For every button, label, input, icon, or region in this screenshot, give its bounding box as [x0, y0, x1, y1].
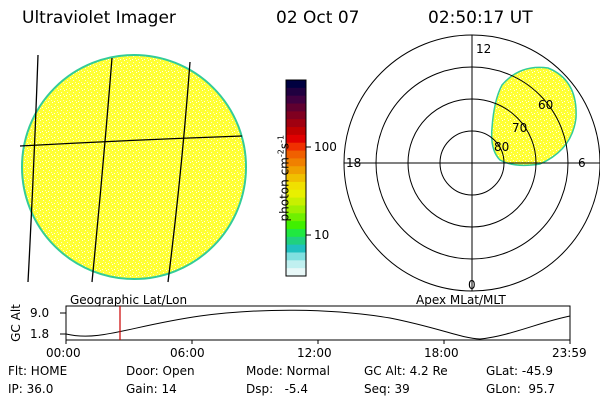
altitude-ylabel: GC Alt: [9, 304, 23, 342]
colorbar-band: [286, 244, 306, 253]
time-label: 02:50:17 UT: [428, 8, 533, 28]
colorbar-band: [286, 252, 306, 261]
geographic-image: [19, 54, 247, 283]
info-gain: Gain: 14: [126, 382, 177, 396]
colorbar-band: [286, 228, 306, 238]
date-label: 02 Oct 07: [276, 8, 360, 28]
mlt-label-0: 0: [468, 278, 476, 292]
info-dsp: Dsp: -5.4: [246, 382, 309, 396]
meridian-line: [27, 54, 39, 283]
info-ip: IP: 36.0: [8, 382, 54, 396]
xtick-label-1200: 12:00: [297, 346, 332, 360]
colorbar-band: [286, 127, 306, 136]
colorbar-band: [286, 189, 306, 199]
auroral-oval: [490, 66, 577, 167]
colorbar-band: [286, 142, 306, 152]
colorbar-band: [286, 119, 306, 128]
info-seq: Seq: 39: [364, 382, 410, 396]
colorbar-band: [286, 174, 306, 183]
altitude-curve: [65, 309, 571, 340]
colorbar-band: [286, 268, 306, 277]
colorbar-tick-label-10: 10: [314, 228, 330, 242]
geographic-label: Geographic Lat/Lon: [70, 293, 188, 307]
colorbar-band: [286, 181, 306, 191]
info-gc-alt: GC Alt: 4.2 Re: [364, 364, 448, 378]
uv-disk: [21, 54, 247, 280]
ytick-label-1.8: 1.8: [30, 327, 50, 341]
parallel-line: [19, 135, 243, 147]
colorbar-band: [286, 95, 306, 105]
colorbar-band: [286, 260, 306, 269]
geographic-grid-lines: [19, 54, 243, 283]
colorbar-band: [286, 87, 306, 97]
colorbar-band: [286, 166, 306, 175]
mlt-label-12: 12: [476, 42, 492, 56]
mlt-label-6: 6: [578, 156, 586, 170]
unit-sup: -2: [276, 149, 286, 158]
unit-text: photon cm: [277, 157, 292, 222]
info-door: Door: Open: [126, 364, 195, 378]
colorbar-band: [286, 150, 306, 159]
ytick-label-9: 9.0: [30, 306, 50, 320]
xtick-label-1800: 18:00: [424, 346, 459, 360]
colorbar-frame: [285, 79, 307, 277]
colorbar-unit-label: photon cm-2s-1: [263, 135, 292, 229]
colorbar-band: [286, 80, 306, 89]
xtick-label-0600: 06:00: [170, 346, 205, 360]
info-glat: GLat: -45.9: [486, 364, 553, 378]
colorbar-band: [286, 221, 306, 230]
colorbar-band: [286, 236, 306, 246]
info-glon: GLon: 95.7: [486, 382, 556, 396]
unit-text-s: s: [277, 142, 292, 150]
info-flt: Flt: HOME: [8, 364, 68, 378]
mlat-label-80: 80: [494, 140, 510, 154]
meridian-line: [167, 61, 191, 283]
colorbar-band: [286, 205, 306, 214]
colorbar: [286, 80, 306, 277]
colorbar-band: [286, 197, 306, 206]
unit-sup2: -1: [276, 134, 286, 143]
colorbar-band: [286, 158, 306, 167]
colorbar-tick-label-100: 100: [314, 140, 337, 154]
altitude-plot: [60, 305, 571, 344]
polar-plot: [343, 34, 600, 292]
info-mode: Mode: Normal: [246, 364, 330, 378]
colorbar-band: [286, 213, 306, 222]
instrument-title: Ultraviolet Imager: [22, 8, 176, 28]
mlt-label-18: 18: [346, 156, 362, 170]
meridian-line: [91, 57, 113, 283]
colorbar-band: [286, 103, 306, 112]
apex-label: Apex MLat/MLT: [416, 293, 506, 307]
xtick-label-2359: 23:59: [552, 346, 587, 360]
xtick-label-0000: 00:00: [46, 346, 81, 360]
mlat-label-70: 70: [512, 121, 528, 135]
colorbar-band: [286, 111, 306, 120]
mlat-label-60: 60: [538, 98, 554, 112]
colorbar-band: [286, 134, 306, 144]
